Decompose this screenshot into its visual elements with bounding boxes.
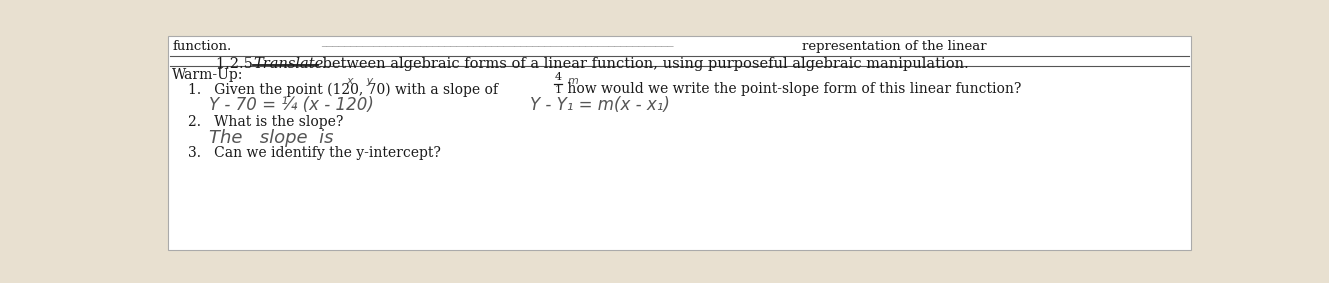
Text: The   slope  is: The slope is	[209, 129, 334, 147]
Text: m: m	[567, 76, 578, 85]
Text: ────────────────────────────────────────────────────────────: ────────────────────────────────────────…	[322, 42, 674, 52]
Text: Y - Y₁ = m(x - x₁): Y - Y₁ = m(x - x₁)	[530, 96, 670, 113]
Text: x    y: x y	[346, 76, 373, 85]
Text: representation of the linear: representation of the linear	[801, 40, 986, 53]
Text: between algebraic forms of a linear function, using purposeful algebraic manipul: between algebraic forms of a linear func…	[318, 57, 969, 71]
Text: 3.   Can we identify the y-intercept?: 3. Can we identify the y-intercept?	[187, 146, 441, 160]
Text: Warm-Up:: Warm-Up:	[173, 68, 243, 82]
Text: 1.   Given the point (120, 70) with a slope of: 1. Given the point (120, 70) with a slop…	[187, 82, 502, 97]
FancyBboxPatch shape	[167, 35, 1191, 250]
Text: 1.2.5: 1.2.5	[217, 57, 258, 71]
Text: function.: function.	[173, 40, 231, 53]
Text: 2.   What is the slope?: 2. What is the slope?	[187, 115, 343, 129]
Text: Y - 70 = ¼ (x - 120): Y - 70 = ¼ (x - 120)	[209, 96, 373, 113]
Text: 1: 1	[554, 85, 562, 95]
Text: how would we write the point-slope form of this linear function?: how would we write the point-slope form …	[563, 82, 1021, 97]
Text: 4: 4	[554, 72, 562, 82]
Text: Translate: Translate	[253, 57, 323, 71]
